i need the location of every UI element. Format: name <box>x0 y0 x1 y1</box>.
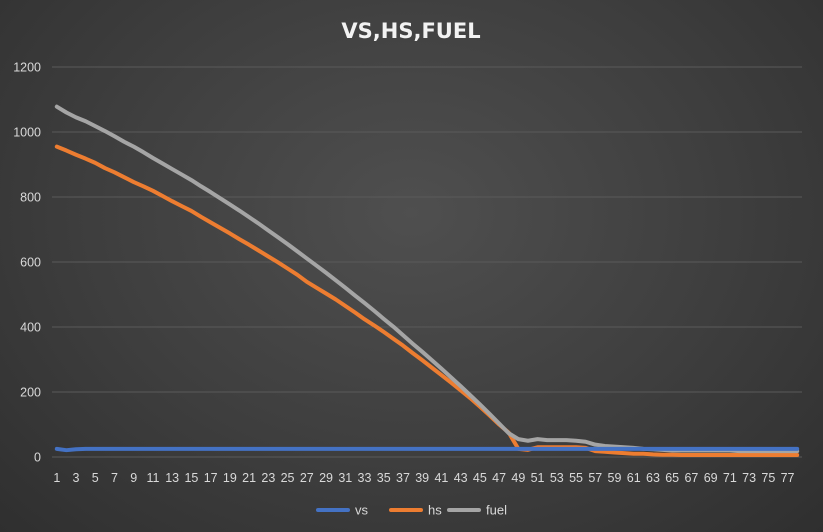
x-tick-label: 15 <box>184 471 198 485</box>
x-tick-label: 29 <box>319 471 333 485</box>
x-tick-label: 3 <box>73 471 80 485</box>
x-tick-label: 39 <box>415 471 429 485</box>
x-tick-label: 35 <box>377 471 391 485</box>
x-tick-label: 21 <box>242 471 256 485</box>
legend-label-hs: hs <box>428 503 442 518</box>
series-line-hs <box>54 144 800 458</box>
x-tick-label: 31 <box>338 471 352 485</box>
series-lines <box>54 104 800 458</box>
x-tick-label: 17 <box>204 471 218 485</box>
x-tick-label: 77 <box>781 471 795 485</box>
legend: vs hs fuel <box>316 503 507 518</box>
x-tick-label: 47 <box>492 471 506 485</box>
x-tick-label: 27 <box>300 471 314 485</box>
x-tick-label: 49 <box>511 471 525 485</box>
y-tick-label: 200 <box>20 386 41 400</box>
y-tick-label: 0 <box>34 451 41 465</box>
x-tick-label: 33 <box>358 471 372 485</box>
x-tick-label: 75 <box>761 471 775 485</box>
x-tick-label: 37 <box>396 471 410 485</box>
x-tick-label: 23 <box>261 471 275 485</box>
y-tick-label: 600 <box>20 256 41 270</box>
x-tick-label: 61 <box>627 471 641 485</box>
x-tick-label: 13 <box>165 471 179 485</box>
x-tick-label: 71 <box>723 471 737 485</box>
x-tick-label: 51 <box>531 471 545 485</box>
x-tick-label: 69 <box>704 471 718 485</box>
x-tick-label: 5 <box>92 471 99 485</box>
x-tick-label: 25 <box>281 471 295 485</box>
x-tick-label: 53 <box>550 471 564 485</box>
x-tick-label: 55 <box>569 471 583 485</box>
x-tick-label: 57 <box>588 471 602 485</box>
chart-title: VS,HS,FUEL <box>341 19 480 43</box>
legend-label-fuel: fuel <box>486 503 507 518</box>
x-tick-label: 45 <box>473 471 487 485</box>
y-tick-label: 400 <box>20 321 41 335</box>
legend-label-vs: vs <box>355 503 369 518</box>
x-axis-tick-labels: 1 3 5 7 9 11 13 15 17 19 21 23 25 27 29 31 33 35 37 39 41 43 4… <box>53 471 794 485</box>
x-tick-label: 7 <box>111 471 118 485</box>
x-tick-label: 19 <box>223 471 237 485</box>
y-axis-tick-labels: 0 200 400 600 800 1000 1200 <box>13 61 41 465</box>
gridlines <box>52 66 802 458</box>
y-tick-label: 1000 <box>13 126 41 140</box>
x-tick-label: 65 <box>665 471 679 485</box>
x-tick-label: 73 <box>742 471 756 485</box>
series-line-fuel <box>54 104 800 454</box>
x-tick-label: 1 <box>53 471 60 485</box>
x-tick-label: 59 <box>608 471 622 485</box>
x-tick-label: 63 <box>646 471 660 485</box>
x-tick-label: 9 <box>130 471 137 485</box>
y-tick-label: 1200 <box>13 61 41 75</box>
x-tick-label: 41 <box>434 471 448 485</box>
x-tick-label: 43 <box>454 471 468 485</box>
series-line-vs <box>54 446 800 453</box>
x-tick-label: 11 <box>146 471 159 485</box>
x-tick-label: 67 <box>684 471 698 485</box>
y-tick-label: 800 <box>20 191 41 205</box>
